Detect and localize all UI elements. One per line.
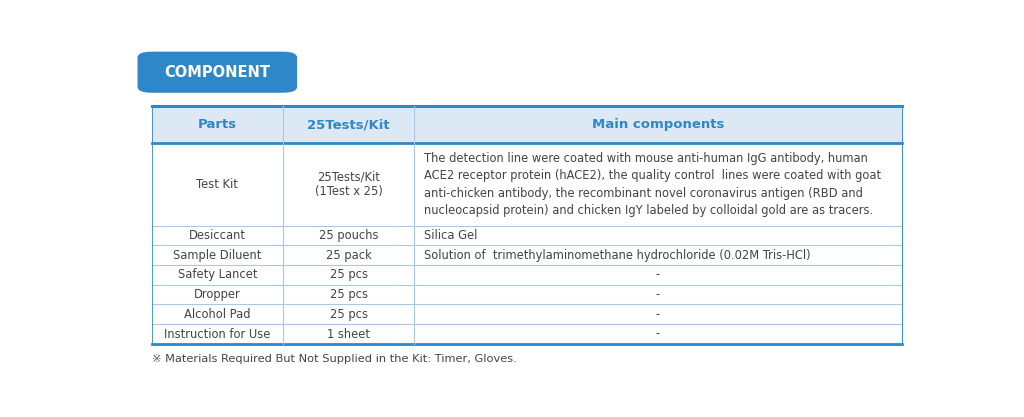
Text: -: -	[656, 269, 660, 281]
Text: 25 pcs: 25 pcs	[330, 308, 368, 321]
FancyBboxPatch shape	[137, 52, 297, 93]
Text: 25 pcs: 25 pcs	[330, 288, 368, 301]
Text: -: -	[656, 288, 660, 301]
Text: Main components: Main components	[592, 118, 724, 131]
Text: Alcohol Pad: Alcohol Pad	[184, 308, 251, 321]
Text: 25Tests/Kit
(1Test x 25): 25Tests/Kit (1Test x 25)	[314, 171, 383, 198]
Text: 1 sheet: 1 sheet	[328, 327, 370, 341]
Text: The detection line were coated with mouse anti-human IgG antibody, human
ACE2 re: The detection line were coated with mous…	[424, 152, 881, 217]
Text: Test Kit: Test Kit	[197, 178, 239, 191]
Text: Parts: Parts	[198, 118, 237, 131]
Text: Desiccant: Desiccant	[189, 229, 246, 242]
Text: ※ Materials Required But Not Supplied in the Kit: Timer, Gloves.: ※ Materials Required But Not Supplied in…	[152, 354, 516, 364]
Text: -: -	[656, 308, 660, 321]
Text: Dropper: Dropper	[195, 288, 241, 301]
Text: 25Tests/Kit: 25Tests/Kit	[307, 118, 390, 131]
Text: COMPONENT: COMPONENT	[164, 65, 270, 80]
Text: Sample Diluent: Sample Diluent	[173, 249, 261, 262]
Text: 25 pouchs: 25 pouchs	[318, 229, 379, 242]
Text: Instruction for Use: Instruction for Use	[164, 327, 270, 341]
Text: 25 pack: 25 pack	[326, 249, 372, 262]
Text: -: -	[656, 327, 660, 341]
Text: Silica Gel: Silica Gel	[424, 229, 477, 242]
Text: Safety Lancet: Safety Lancet	[178, 269, 257, 281]
Text: 25 pcs: 25 pcs	[330, 269, 368, 281]
Text: Solution of  trimethylaminomethane hydrochloride (0.02M Tris-HCl): Solution of trimethylaminomethane hydroc…	[424, 249, 810, 262]
